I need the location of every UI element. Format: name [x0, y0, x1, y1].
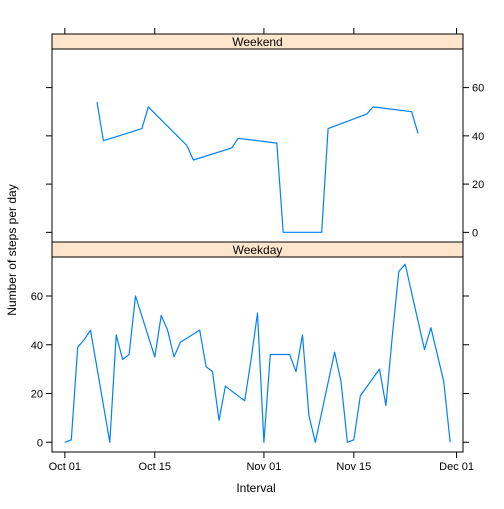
- data-point-weekday: [243, 399, 246, 402]
- data-point-weekday: [108, 441, 111, 444]
- data-point-weekday: [153, 355, 156, 358]
- data-point-weekend: [230, 146, 233, 149]
- data-point-weekend: [140, 127, 143, 130]
- data-point-weekend: [327, 127, 330, 130]
- data-point-weekday: [295, 370, 298, 373]
- data-point-weekday: [314, 441, 317, 444]
- data-point-weekday: [166, 329, 169, 332]
- data-point-weekday: [449, 441, 452, 444]
- data-point-weekday: [378, 368, 381, 371]
- data-point-weekday: [70, 438, 73, 441]
- data-point-weekend: [147, 105, 150, 108]
- data-point-weekday: [115, 334, 118, 337]
- data-point-weekday: [134, 295, 137, 298]
- data-point-weekday: [83, 338, 86, 341]
- data-point-weekday: [173, 355, 176, 358]
- y-tick-label: 60: [472, 83, 484, 95]
- data-point-weekday: [89, 329, 92, 332]
- data-point-weekday: [391, 334, 394, 337]
- data-point-weekend: [282, 231, 285, 234]
- data-point-weekend: [320, 231, 323, 234]
- data-point-weekday: [346, 441, 349, 444]
- strip-label-weekday: Weekday: [233, 243, 283, 257]
- data-point-weekday: [359, 394, 362, 397]
- data-point-weekday: [63, 441, 66, 444]
- data-point-weekday: [256, 312, 259, 315]
- series-line-weekday: [64, 263, 451, 443]
- data-point-weekday: [288, 353, 291, 356]
- panel-frame-weekend: [51, 48, 464, 243]
- data-point-weekday: [198, 329, 201, 332]
- y-tick-label: 40: [31, 340, 43, 352]
- y-tick-label: 0: [37, 437, 43, 449]
- data-point-weekday: [217, 419, 220, 422]
- data-point-weekend: [185, 144, 188, 147]
- data-point-weekday: [179, 341, 182, 344]
- x-tick-label: Nov 15: [336, 461, 371, 473]
- x-tick-label: Oct 15: [139, 461, 171, 473]
- data-point-weekend: [365, 113, 368, 116]
- data-point-weekday: [339, 380, 342, 383]
- data-point-weekend: [95, 101, 98, 104]
- y-axis-title: Number of steps per day: [5, 184, 19, 315]
- y-tick-label: 20: [472, 179, 484, 191]
- data-point-weekday: [384, 404, 387, 407]
- data-point-weekday: [397, 270, 400, 273]
- data-point-weekday: [211, 370, 214, 373]
- y-tick-label: 0: [472, 227, 478, 239]
- data-point-weekday: [76, 346, 79, 349]
- strip-label-weekend: Weekend: [232, 35, 282, 49]
- data-point-weekend: [192, 158, 195, 161]
- panel-frame-weekday: [51, 256, 464, 453]
- data-point-weekday: [429, 326, 432, 329]
- data-point-weekday: [262, 441, 265, 444]
- y-tick-label: 20: [31, 389, 43, 401]
- data-point-weekday: [307, 414, 310, 417]
- data-point-weekday: [128, 353, 131, 356]
- x-axis-title: Interval: [236, 481, 275, 495]
- y-tick-label: 40: [472, 131, 484, 143]
- data-point-weekday: [205, 365, 208, 368]
- data-point-weekday: [250, 358, 253, 361]
- x-tick-label: Nov 01: [246, 461, 281, 473]
- data-point-weekday: [160, 314, 163, 317]
- data-point-weekday: [121, 358, 124, 361]
- data-point-weekday: [269, 353, 272, 356]
- data-point-weekend: [372, 105, 375, 108]
- data-point-weekday: [423, 348, 426, 351]
- series-line-weekend: [96, 102, 419, 233]
- data-point-weekday: [224, 385, 227, 388]
- data-point-weekday: [352, 438, 355, 441]
- x-tick-label: Oct 01: [49, 461, 81, 473]
- data-point-weekday: [333, 351, 336, 354]
- x-tick-label: Dec 01: [439, 461, 474, 473]
- data-point-weekday: [404, 263, 407, 266]
- data-point-weekend: [410, 110, 413, 113]
- data-point-weekday: [301, 334, 304, 337]
- data-point-weekend: [102, 139, 105, 142]
- data-point-weekday: [442, 380, 445, 383]
- data-point-weekend: [275, 142, 278, 145]
- data-point-weekend: [237, 137, 240, 140]
- data-point-weekend: [417, 132, 420, 135]
- y-tick-label: 60: [31, 291, 43, 303]
